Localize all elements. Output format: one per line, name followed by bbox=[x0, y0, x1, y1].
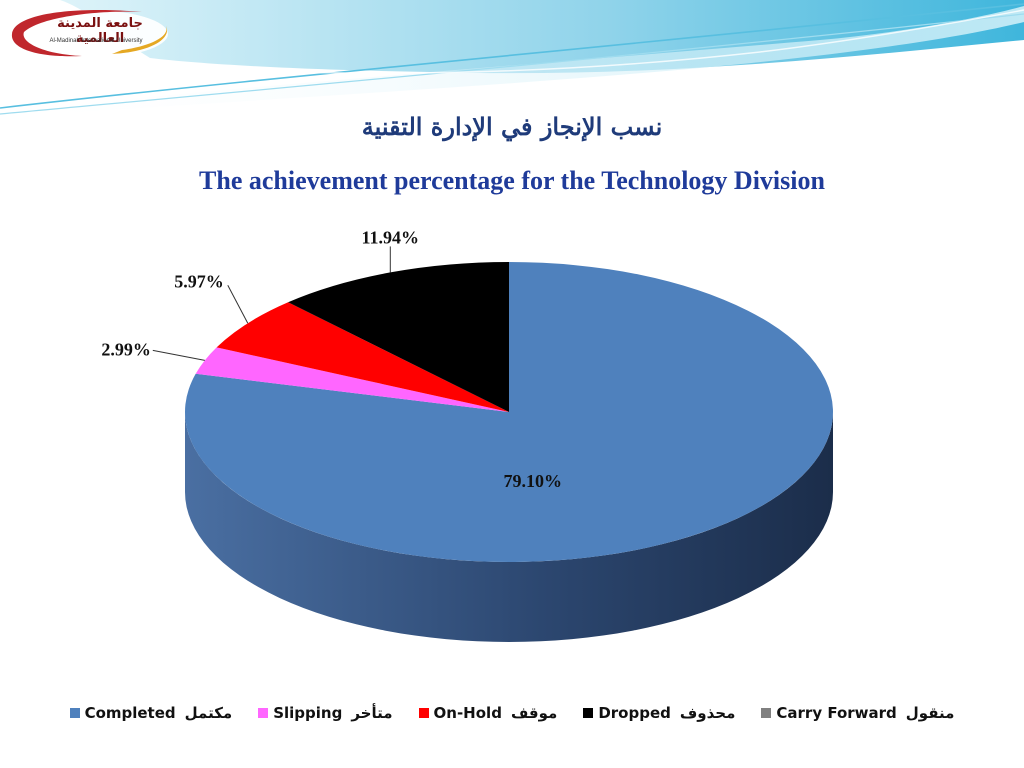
university-logo: جامعة المدينة العالمية Al-Madinah Intern… bbox=[2, 4, 174, 62]
legend-item-completed: Completed مكتمل bbox=[69, 704, 233, 722]
data-label-completed: 79.10% bbox=[503, 471, 562, 491]
legend-label-en: Slipping bbox=[273, 704, 343, 722]
legend-item-carry-forward: Carry Forward منقول bbox=[761, 704, 954, 722]
pie-slice-dropped bbox=[288, 262, 509, 412]
legend-swatch-icon bbox=[69, 708, 80, 718]
logo-swoosh-icon bbox=[8, 10, 168, 58]
data-label-on-hold: 5.97% bbox=[174, 271, 224, 291]
page-title-english: The achievement percentage for the Techn… bbox=[199, 166, 825, 195]
header-wave-decoration bbox=[0, 0, 1024, 118]
legend-label-ar: منقول bbox=[905, 704, 955, 722]
pie-slice-on-hold bbox=[216, 302, 509, 412]
legend-item-dropped: Dropped محذوف bbox=[583, 704, 735, 722]
pie-slice-slipping bbox=[195, 347, 509, 412]
pie-slice-completed bbox=[184, 262, 833, 563]
chart-legend: Completed مكتمل Slipping متأخر On-Hold موقف Dr… bbox=[0, 701, 1024, 725]
legend-label-en: Carry Forward bbox=[776, 704, 897, 722]
legend-label-ar: محذوف bbox=[679, 704, 736, 722]
legend-swatch-icon bbox=[761, 708, 772, 718]
logo-arabic-name: جامعة المدينة العالمية bbox=[57, 16, 143, 46]
legend-swatch-icon bbox=[258, 708, 269, 718]
legend-label-en: Completed bbox=[84, 704, 176, 722]
legend-label-en: Dropped bbox=[598, 704, 671, 722]
page-title-arabic: نسب الإنجاز في الإدارة التقنية bbox=[361, 112, 663, 141]
leader-line-on-hold bbox=[227, 285, 249, 324]
legend-swatch-icon bbox=[583, 708, 594, 718]
logo-english-name: Al-Madinah International University bbox=[49, 38, 143, 44]
legend-label-ar: موقف bbox=[510, 704, 558, 722]
legend-item-slipping: Slipping متأخر bbox=[258, 704, 393, 722]
legend-swatch-icon bbox=[418, 708, 429, 718]
data-label-dropped: 11.94% bbox=[362, 227, 420, 247]
legend-label-ar: مكتمل bbox=[184, 704, 233, 722]
legend-label-ar: متأخر bbox=[351, 704, 393, 722]
legend-item-on-hold: On-Hold موقف bbox=[418, 704, 558, 722]
legend-label-en: On-Hold bbox=[433, 704, 502, 722]
leader-line-slipping bbox=[152, 349, 205, 361]
pie-side-wall bbox=[185, 412, 833, 642]
data-label-slipping: 2.99% bbox=[101, 339, 151, 359]
